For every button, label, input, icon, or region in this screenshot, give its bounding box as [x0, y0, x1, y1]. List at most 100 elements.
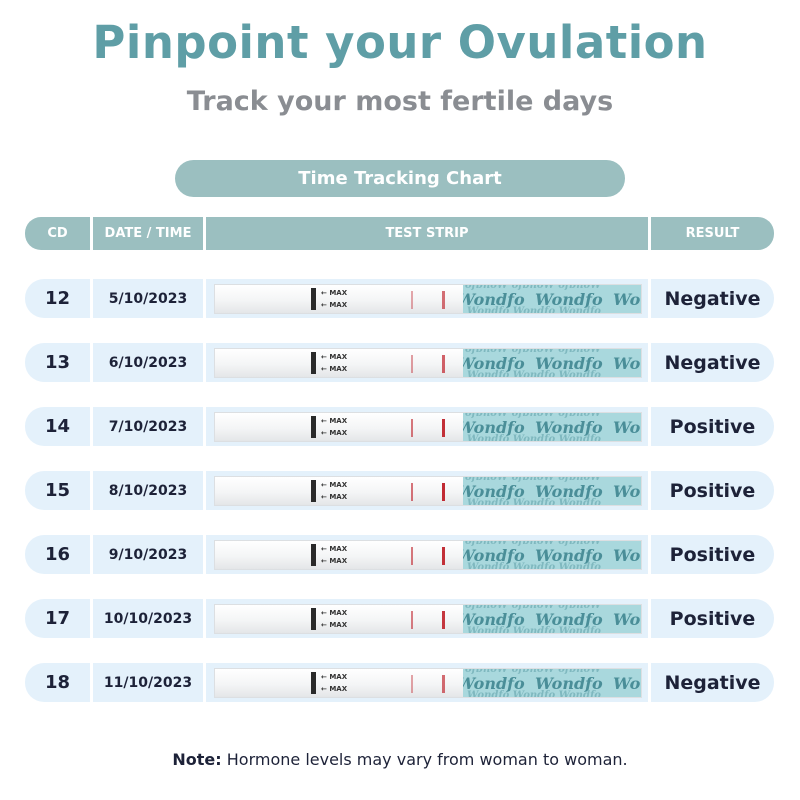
cycle-day-cell: 17 — [25, 599, 90, 638]
date-cell: 11/10/2023 — [93, 663, 203, 702]
page-subtitle: Track your most fertile days — [186, 86, 614, 117]
result-cell: Positive — [651, 535, 774, 574]
max-label-text: MAX — [329, 417, 348, 425]
brand-logo: ofbnoW ofbnoW ofbnoWWondfoWondfoWondfoWo… — [463, 413, 641, 441]
max-label-text: MAX — [329, 301, 348, 309]
max-label-text: MAX — [329, 557, 348, 565]
table-row: 12 5/10/2023 ← MAX ← MAX ofbnoW ofbnoW ofbno… — [25, 279, 774, 318]
test-strip-image: ← MAX ← MAX ofbnoW ofbnoW ofbnoW Wondfo Wond… — [214, 604, 642, 634]
faint-line — [411, 291, 413, 309]
arrow-left-icon: ← — [321, 493, 330, 501]
test-strip-cell: ← MAX ← MAX ofbnoW ofbnoW ofbnoW Wondfo Wond… — [206, 407, 648, 446]
max-label-text: MAX — [329, 609, 348, 617]
test-strip-image: ← MAX ← MAX ofbnoW ofbnoW ofbnoW Wondfo Wond… — [214, 476, 642, 506]
arrow-left-icon: ← — [321, 621, 330, 629]
arrow-left-icon: ← — [321, 301, 330, 309]
date-cell: 6/10/2023 — [93, 343, 203, 382]
max-label: ← MAX — [321, 365, 347, 374]
page-title: Pinpoint your Ovulation — [92, 16, 708, 69]
test-strip-cell: ← MAX ← MAX ofbnoW ofbnoW ofbnoW Wondfo Wond… — [206, 535, 648, 574]
max-label: ← MAX — [321, 609, 347, 618]
table-row: 13 6/10/2023 ← MAX ← MAX ofbnoW ofbnoW ofbno… — [25, 343, 774, 382]
cycle-day-cell: 18 — [25, 663, 90, 702]
cycle-day-cell: 12 — [25, 279, 90, 318]
brand-logo: ofbnoW ofbnoW ofbnoWWondfoWondfoWondfoWo… — [463, 285, 641, 313]
max-label-text: MAX — [329, 673, 348, 681]
column-header-cd: CD — [25, 217, 90, 250]
date-cell: 7/10/2023 — [93, 407, 203, 446]
table-row: 14 7/10/2023 ← MAX ← MAX ofbnoW ofbnoW ofbno… — [25, 407, 774, 446]
test-strip-image: ← MAX ← MAX ofbnoW ofbnoW ofbnoW Wondfo Wond… — [214, 284, 642, 314]
control-line — [442, 483, 445, 501]
table-row: 15 8/10/2023 ← MAX ← MAX ofbnoW ofbnoW ofbno… — [25, 471, 774, 510]
result-cell: Negative — [651, 343, 774, 382]
cycle-day-cell: 15 — [25, 471, 90, 510]
arrow-left-icon: ← — [321, 289, 330, 297]
cycle-day-cell: 13 — [25, 343, 90, 382]
control-line — [442, 675, 445, 693]
max-label: ← MAX — [321, 621, 347, 630]
max-label: ← MAX — [321, 557, 347, 566]
date-cell: 9/10/2023 — [93, 535, 203, 574]
result-cell: Positive — [651, 471, 774, 510]
control-line — [442, 611, 445, 629]
max-marker — [311, 608, 316, 630]
test-strip-cell: ← MAX ← MAX ofbnoW ofbnoW ofbnoW Wondfo Wond… — [206, 663, 648, 702]
arrow-left-icon: ← — [321, 429, 330, 437]
brand-logo: ofbnoW ofbnoW ofbnoWWondfoWondfoWondfoWo… — [463, 605, 641, 633]
cycle-day-cell: 16 — [25, 535, 90, 574]
test-strip-image: ← MAX ← MAX ofbnoW ofbnoW ofbnoW Wondfo Wond… — [214, 540, 642, 570]
arrow-left-icon: ← — [321, 353, 330, 361]
note: Note: Hormone levels may vary from woman… — [0, 750, 800, 769]
brand-logo: ofbnoW ofbnoW ofbnoWWondfoWondfoWondfoWo… — [463, 349, 641, 377]
max-label: ← MAX — [321, 493, 347, 502]
test-strip-cell: ← MAX ← MAX ofbnoW ofbnoW ofbnoW Wondfo Wond… — [206, 279, 648, 318]
arrow-left-icon: ← — [321, 673, 330, 681]
max-label-text: MAX — [329, 289, 348, 297]
test-strip-image: ← MAX ← MAX ofbnoW ofbnoW ofbnoW Wondfo Wond… — [214, 668, 642, 698]
brand-logo: ofbnoW ofbnoW ofbnoWWondfoWondfoWondfoWo… — [463, 477, 641, 505]
result-cell: Negative — [651, 279, 774, 318]
control-line — [442, 291, 445, 309]
arrow-left-icon: ← — [321, 609, 330, 617]
arrow-left-icon: ← — [321, 481, 330, 489]
control-line — [442, 355, 445, 373]
table-row: 17 10/10/2023 ← MAX ← MAX ofbnoW ofbnoW ofbn… — [25, 599, 774, 638]
max-label-text: MAX — [329, 429, 348, 437]
faint-line — [411, 419, 413, 437]
max-label-text: MAX — [329, 493, 348, 501]
max-label: ← MAX — [321, 481, 347, 490]
cycle-day-cell: 14 — [25, 407, 90, 446]
test-strip-image: ← MAX ← MAX ofbnoW ofbnoW ofbnoW Wondfo Wond… — [214, 412, 642, 442]
date-cell: 10/10/2023 — [93, 599, 203, 638]
faint-line — [411, 355, 413, 373]
column-header-date: DATE / TIME — [93, 217, 203, 250]
max-label: ← MAX — [321, 417, 347, 426]
arrow-left-icon: ← — [321, 365, 330, 373]
max-label: ← MAX — [321, 673, 347, 682]
faint-line — [411, 675, 413, 693]
max-label: ← MAX — [321, 353, 347, 362]
faint-line — [411, 547, 413, 565]
table-row: 16 9/10/2023 ← MAX ← MAX ofbnoW ofbnoW ofbno… — [25, 535, 774, 574]
faint-line — [411, 483, 413, 501]
arrow-left-icon: ← — [321, 557, 330, 565]
max-marker — [311, 288, 316, 310]
note-label: Note: — [172, 750, 222, 769]
result-cell: Positive — [651, 599, 774, 638]
date-cell: 8/10/2023 — [93, 471, 203, 510]
test-strip-cell: ← MAX ← MAX ofbnoW ofbnoW ofbnoW Wondfo Wond… — [206, 599, 648, 638]
brand-logo: ofbnoW ofbnoW ofbnoWWondfoWondfoWondfoWo… — [463, 541, 641, 569]
control-line — [442, 547, 445, 565]
max-label: ← MAX — [321, 685, 347, 694]
column-header-result: RESULT — [651, 217, 774, 250]
control-line — [442, 419, 445, 437]
max-marker — [311, 480, 316, 502]
result-cell: Positive — [651, 407, 774, 446]
max-marker — [311, 672, 316, 694]
max-label-text: MAX — [329, 621, 348, 629]
max-label: ← MAX — [321, 429, 347, 438]
chart-label-pill: Time Tracking Chart — [175, 160, 625, 197]
max-label-text: MAX — [329, 545, 348, 553]
brand-logo: ofbnoW ofbnoW ofbnoWWondfoWondfoWondfoWo… — [463, 669, 641, 697]
